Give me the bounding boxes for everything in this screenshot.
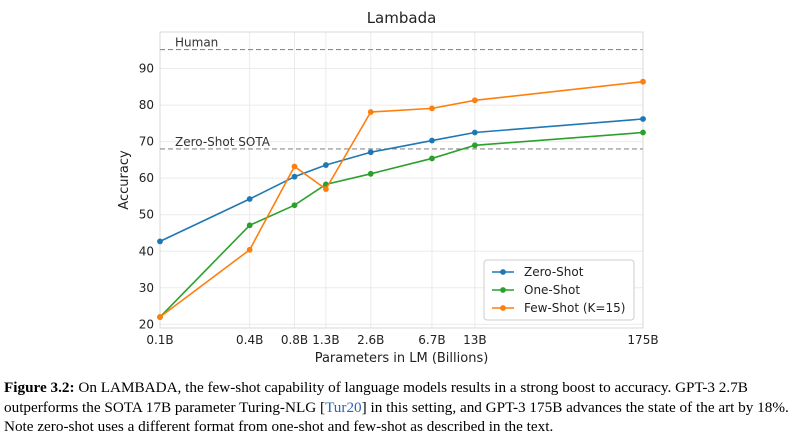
legend-label-0: Zero-Shot <box>524 265 584 279</box>
citation-link[interactable]: Tur20 <box>325 398 362 416</box>
series-0-point-6 <box>471 129 478 136</box>
reference-label-1: Zero-Shot SOTA <box>175 135 271 149</box>
x-tick-label-2: 0.8B <box>281 333 308 347</box>
plot-border <box>159 31 644 329</box>
series-2-point-6 <box>471 97 478 104</box>
series-2-point-7 <box>640 78 646 85</box>
y-tick-label-0: 20 <box>139 317 154 331</box>
x-tick-label-1: 0.4B <box>236 333 263 347</box>
series-0-point-1 <box>246 196 253 202</box>
figure-caption: Figure 3.2: On LAMBADA, the few-shot cap… <box>4 378 792 437</box>
series-2-point-0 <box>157 314 163 320</box>
y-tick-label-5: 70 <box>139 135 154 149</box>
series-0-point-3 <box>323 162 329 168</box>
legend-box <box>483 259 635 321</box>
legend-marker-2 <box>500 305 506 311</box>
y-tick-label-6: 80 <box>139 98 154 112</box>
y-axis-title: Accuracy <box>117 150 132 210</box>
y-tick-label-3: 50 <box>139 208 154 222</box>
series-0-point-2 <box>291 173 298 180</box>
x-tick-label-6: 13B <box>463 333 487 347</box>
x-tick-label-7: 175B <box>627 333 658 347</box>
legend-label-1: One-Shot <box>524 283 580 297</box>
legend: Zero-Shot One-Shot Few-Shot (K=15) <box>483 259 635 321</box>
x-tick-label-4: 2.6B <box>357 333 384 347</box>
series-1-point-6 <box>471 142 478 149</box>
series-lines <box>157 78 646 320</box>
reference-label-0: Human <box>175 36 218 50</box>
caption-label: Figure 3.2: <box>4 379 75 396</box>
series-1-point-4 <box>367 170 374 177</box>
series-1-point-2 <box>291 202 298 209</box>
x-tick-label-0: 0.1B <box>146 333 173 347</box>
series-line-1 <box>159 131 644 318</box>
series-0-point-7 <box>640 116 646 122</box>
series-0-point-5 <box>429 137 435 144</box>
series-1-point-1 <box>246 222 253 229</box>
legend-label-2: Few-Shot (K=15) <box>524 301 625 315</box>
series-1-point-7 <box>640 129 646 136</box>
y-tick-label-4: 60 <box>139 171 154 185</box>
legend-marker-1 <box>500 287 506 293</box>
x-tick-label-3: 1.3B <box>312 333 339 347</box>
x-axis-title: Parameters in LM (Billions) <box>315 351 489 366</box>
caption-text-part2: ] in this setting, and GPT-3 175B advanc… <box>4 398 789 436</box>
series-2-point-4 <box>367 109 374 115</box>
series-2-point-2 <box>291 163 298 170</box>
plot-frame <box>159 31 644 329</box>
series-0-point-0 <box>157 238 163 245</box>
grid <box>159 32 644 328</box>
y-tick-label-1: 30 <box>139 281 154 295</box>
series-0-point-4 <box>367 149 374 156</box>
caption-text-part1: On LAMBADA, the few-shot capability of l… <box>4 379 748 416</box>
series-2-point-1 <box>246 246 253 253</box>
y-tick-label-2: 40 <box>139 244 154 258</box>
tick-labels: 20 30 40 50 60 70 80 90 0.1B 0.4B 0.8B 1.3B 2.6B 6.7B… <box>139 62 659 347</box>
x-tick-label-5: 6.7B <box>418 333 445 347</box>
series-2-point-5 <box>429 105 435 112</box>
series-2-point-3 <box>323 186 329 193</box>
legend-marker-0 <box>500 269 506 275</box>
series-1-point-5 <box>429 155 435 162</box>
series-line-0 <box>159 118 644 243</box>
chart-title: Lambada <box>367 9 437 27</box>
reference-lines: Human Zero-Shot SOTA <box>160 36 643 150</box>
y-tick-label-7: 90 <box>139 62 154 76</box>
series-line-2 <box>159 80 644 318</box>
lambada-chart: Human Zero-Shot SOTA 20 30 40 50 60 70 80 90 0.1B… <box>117 9 659 366</box>
